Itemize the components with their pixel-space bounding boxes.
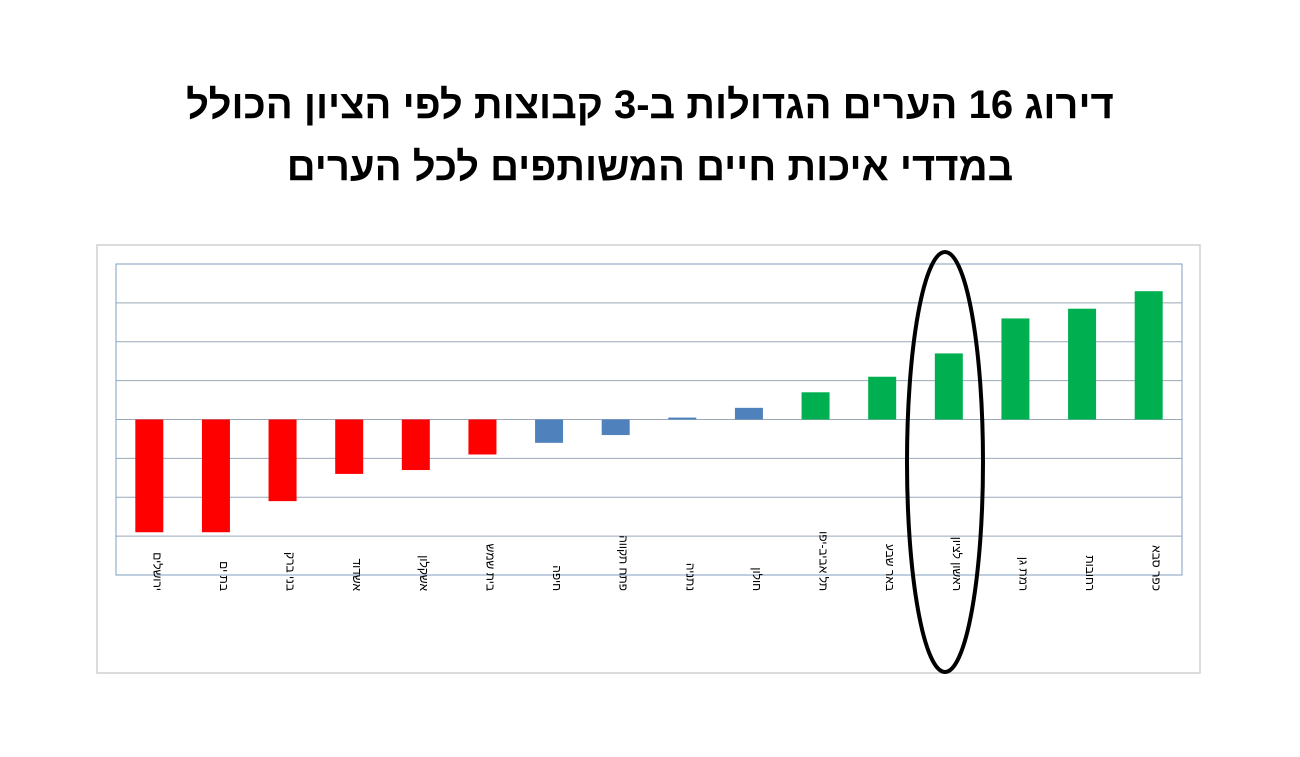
chart-title: במדדי איכות חיים המשותפים לכל הערים	[287, 145, 1013, 189]
chart-frame	[96, 244, 1201, 674]
bar	[401, 419, 430, 471]
x-tick-label: פתח תקווה	[617, 535, 631, 591]
x-tick-label: בני ברק	[284, 552, 298, 591]
highlight-ellipse	[905, 250, 985, 674]
bar	[268, 419, 297, 502]
x-tick-label: רחובות	[1083, 555, 1097, 591]
x-tick-label: תל אביב-יפו	[817, 531, 831, 591]
bar	[801, 392, 830, 420]
bar	[201, 419, 230, 533]
bar	[934, 353, 963, 420]
bar	[1068, 308, 1097, 420]
plot-area	[116, 263, 1182, 576]
bar	[668, 417, 697, 420]
x-tick-label: באר שבע	[883, 544, 897, 591]
bar	[868, 376, 897, 420]
bar	[468, 419, 497, 455]
x-tick-label: חיפה	[550, 565, 564, 591]
bar	[601, 419, 630, 436]
x-tick-label: בת ים	[217, 561, 231, 591]
x-tick-label: נתניה	[683, 563, 697, 591]
chart-title: דירוג 16 הערים הגדולות ב-3 קבוצות לפי הצ…	[186, 83, 1114, 127]
bar	[734, 407, 763, 420]
x-tick-label: ירושלים	[150, 552, 164, 591]
x-tick-label: חולון	[750, 567, 764, 591]
plot-border	[115, 263, 1183, 576]
x-tick-label: רמת גן	[1016, 557, 1030, 591]
bar	[1134, 291, 1163, 420]
x-tick-label: אשדוד	[350, 559, 364, 592]
bar	[335, 419, 364, 474]
x-tick-label: אשקלון	[417, 555, 431, 591]
x-tick-label: בית שמש	[483, 544, 497, 591]
bar	[535, 419, 564, 443]
x-tick-label: כפר סבא	[1150, 545, 1164, 591]
bar	[135, 419, 164, 533]
x-tick-label: ראשון לציון	[950, 537, 964, 591]
bar	[1001, 318, 1030, 420]
